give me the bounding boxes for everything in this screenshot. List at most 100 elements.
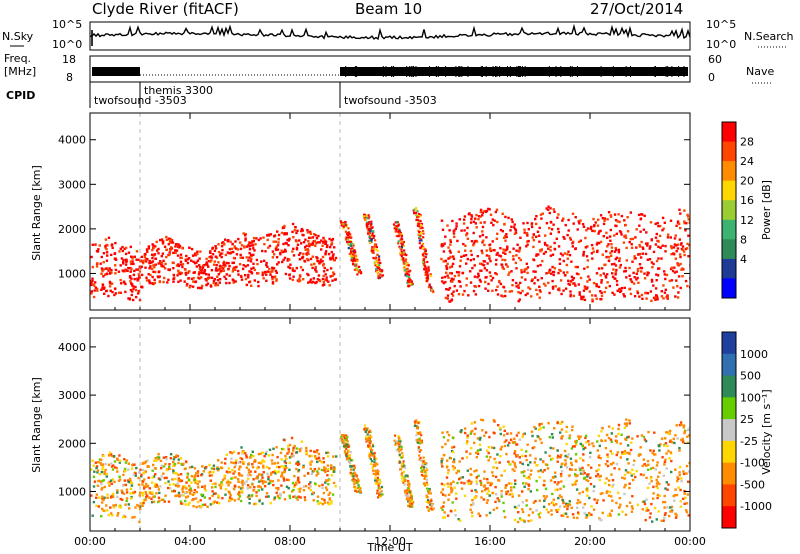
colorbar-swatch: [722, 440, 736, 464]
colorbar-tick-label: 1000: [740, 348, 768, 361]
colorbar-swatch: [722, 353, 736, 377]
echo-streak: [362, 213, 384, 280]
colorbar-swatch: [722, 219, 736, 240]
echo-band: [90, 236, 143, 302]
freq-label: Freq.: [4, 52, 31, 65]
colorbar-swatch: [722, 239, 736, 260]
colorbar-swatch: [722, 122, 736, 143]
freq-frame: [89, 55, 691, 83]
colorbar-tick-label: -500: [740, 478, 765, 491]
colorbar-swatch: [722, 484, 736, 507]
colorbar-swatch: [722, 180, 736, 201]
colorbar-frame: [721, 331, 737, 529]
echo-band: [140, 450, 243, 509]
station-title: Clyde River (fitACF): [92, 0, 239, 18]
colorbar-tick-label: 12: [740, 214, 754, 227]
nsky-trace: [89, 23, 691, 46]
cpid-segment-3: twofsound -3503: [344, 94, 437, 107]
nsky-tick-bottom: 10^0: [52, 38, 82, 51]
x-tick-label: 08:00: [274, 535, 306, 548]
velocity-y-label: Slant Range [km]: [30, 377, 43, 473]
colorbar-swatch: [722, 258, 736, 279]
colorbar-tick-label: 20: [740, 175, 754, 188]
x-tick-label: 20:00: [574, 535, 606, 548]
power-panel: 1000 2000 3000 4000 Slant Range [km] 28 24 20…: [30, 112, 773, 311]
colorbar-swatch: [722, 141, 736, 162]
cpid-label: CPID: [6, 89, 35, 102]
freq-tick-top: 18: [62, 53, 76, 66]
y-tick-label: 2000: [58, 223, 86, 236]
x-tick-label: 04:00: [174, 535, 206, 548]
power-y-label: Slant Range [km]: [30, 165, 43, 261]
y-tick-label: 1000: [58, 485, 86, 498]
nave-tick-top: 60: [708, 53, 722, 66]
colorbar-tick-label: 100: [740, 391, 761, 404]
echo-band: [440, 205, 690, 303]
colorbar-tick-label: 4: [740, 253, 747, 266]
y-tick-label: 3000: [58, 178, 86, 191]
freq-tick-bottom: 8: [66, 71, 73, 84]
x-tick-label: 16:00: [474, 535, 506, 548]
nsearch-tick-bottom: 10^0: [706, 38, 736, 51]
velocity-frame: [89, 317, 691, 532]
colorbar-swatch: [722, 278, 736, 299]
colorbar-tick-label: 24: [740, 155, 754, 168]
cpid-segment-1: twofsound -3503: [94, 94, 187, 107]
velocity-x-axis: 00:00 04:00 08:00 12:00 16:00 20:00 00:00: [74, 318, 706, 548]
echo-streak: [339, 220, 363, 276]
y-tick-label: 4000: [58, 341, 86, 354]
power-x-axis: [89, 113, 691, 310]
colorbar-swatch: [722, 375, 736, 398]
power-colorbar: 28 24 20 16 12 8 4: [721, 121, 754, 299]
echo-streak: [392, 221, 414, 288]
echo-band: [140, 235, 243, 290]
freq-panel: Freq. [MHz] 18 8 60 0 Nave: [4, 52, 774, 84]
y-tick-label: 1000: [58, 267, 86, 280]
power-colorbar-label: Power [dB]: [760, 180, 773, 240]
colorbar-tick-label: -1000: [740, 500, 772, 513]
colorbar-frame: [721, 121, 737, 299]
nsearch-tick-top: 10^5: [706, 18, 736, 31]
echo-streak: [393, 434, 415, 508]
beam-title: Beam 10: [355, 0, 422, 18]
power-scatter: [90, 205, 690, 303]
colorbar-swatch: [722, 200, 736, 221]
x-axis-title: Time UT: [366, 541, 412, 554]
y-tick-label: 2000: [58, 437, 86, 450]
velocity-colorbar: 1000 500 100 25 -25 -100 -500 -1000: [721, 331, 772, 529]
y-tick-label: 4000: [58, 134, 86, 147]
velocity-panel: 1000 2000 3000 4000 00:00 04:00 08:00 12:00 16:…: [30, 317, 773, 554]
echo-streak: [363, 424, 384, 499]
colorbar-tick-label: 500: [740, 370, 761, 383]
echo-band: [240, 436, 338, 506]
colorbar-tick-label: 8: [740, 233, 747, 246]
colorbar-swatch: [722, 161, 736, 182]
cpid-segment-2: themis 3300: [144, 84, 213, 97]
velocity-scatter: [90, 417, 690, 524]
echo-streak: [413, 419, 435, 512]
x-tick-label: 00:00: [74, 535, 106, 548]
echo-band: [90, 451, 143, 524]
echo-streak: [340, 434, 363, 494]
nsky-panel: N.Sky 10^5 10^0 10^5 10^0 N.Search: [2, 18, 794, 51]
colorbar-tick-label: 28: [740, 136, 754, 149]
colorbar-tick-label: 16: [740, 194, 754, 207]
echo-band: [440, 417, 690, 524]
velocity-y-axis: 1000 2000 3000 4000: [58, 341, 690, 498]
nave-tick-bottom: 0: [708, 71, 715, 84]
freq-unit-label: [MHz]: [4, 65, 36, 78]
velocity-colorbar-label: Velocity [m s⁻¹]: [760, 389, 773, 474]
colorbar-swatch: [722, 419, 736, 442]
nsky-tick-top: 10^5: [52, 18, 82, 31]
y-tick-label: 3000: [58, 389, 86, 402]
x-tick-label: 12:00: [374, 535, 406, 548]
colorbar-swatch: [722, 332, 736, 355]
nsky-label: N.Sky: [2, 30, 34, 43]
colorbar-tick-label: -100: [740, 457, 765, 470]
power-y-axis: 1000 2000 3000 4000: [58, 134, 690, 280]
echo-streak: [412, 207, 435, 294]
nave-label: Nave: [746, 65, 774, 78]
echo-band: [240, 222, 338, 288]
nsearch-label: N.Search: [744, 30, 794, 43]
